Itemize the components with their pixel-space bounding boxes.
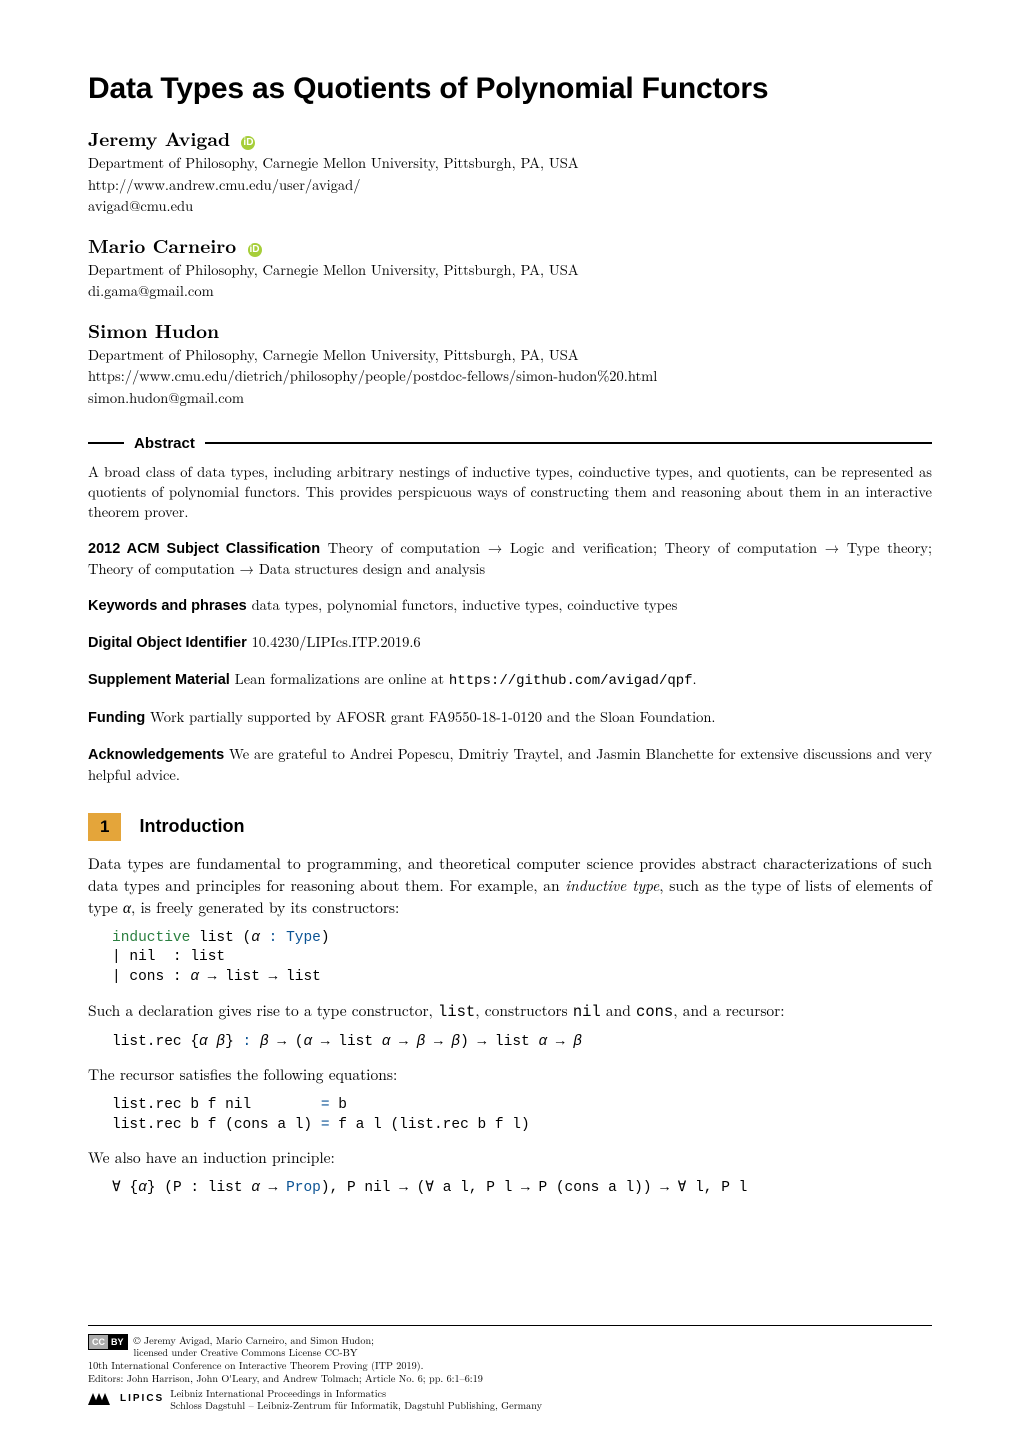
code-text: f a l (list.rec b f l) [330,1117,530,1133]
code-block: list.rec b f nil = b list.rec b f (cons … [112,1096,932,1135]
cc-badge-icon: CCBY [88,1334,128,1350]
abstract-label: Abstract [134,435,195,452]
code-block: list.rec {α β} : β → (α → list α → β → β… [112,1033,932,1053]
inline-code: nil [573,1003,601,1021]
code-text: → list → list [199,969,321,985]
footer-editors: Editors: John Harrison, John O'Leary, an… [88,1372,932,1385]
footer-conference: 10th International Conference on Interac… [88,1359,932,1372]
code-text: ), P nil → (∀ a l, P l → P (cons a l)) →… [321,1180,747,1196]
abstract-body: A broad class of data types, including a… [88,462,932,522]
code-text: → [260,1180,286,1196]
lipics-logo-icon [88,1393,110,1405]
meta-label: 2012 ACM Subject Classification [88,541,320,557]
license-row: CCBY © Jeremy Avigad, Mario Carneiro, an… [88,1334,932,1360]
code-text: list.rec b f nil [112,1097,321,1113]
paper-title: Data Types as Quotients of Polynomial Fu… [88,72,932,106]
author-affiliation: Department of Philosophy, Carnegie Mello… [88,154,932,174]
code-ident: α [251,1180,260,1196]
meta-label: Supplement Material [88,672,230,688]
code-text: } (P : list [147,1180,251,1196]
code-ident: α [190,969,199,985]
supplement-url[interactable]: https://github.com/avigad/qpf [449,673,693,689]
paragraph: Data types are fundamental to programmin… [88,853,932,919]
meta-body: Work partially supported by AFOSR grant … [150,707,715,727]
code-text: b [330,1097,347,1113]
code-sym: = [321,1097,330,1113]
code-text: | cons : [112,969,190,985]
section-title: Introduction [139,816,244,837]
code-sym: = [321,1117,330,1133]
meta-label: Funding [88,710,145,726]
rule [205,442,932,443]
acknowledgements: Acknowledgements We are grateful to Andr… [88,744,932,785]
meta-body-post: . [693,669,697,689]
paragraph: The recursor satisfies the following equ… [88,1064,932,1086]
code-ident: α [138,1180,147,1196]
inline-code: list [438,1003,475,1021]
author-name: Mario Carneiro [88,231,236,259]
lipics-label: LIPICS [120,1393,164,1406]
meta-label: Digital Object Identifier [88,635,247,651]
code-sym: : [260,930,286,946]
code-text: list.rec b f (cons a l) [112,1117,321,1133]
code-text: list ( [190,930,251,946]
section-number: 1 [88,813,121,841]
author-email[interactable]: simon.hudon@gmail.com [88,389,932,409]
code-block: ∀ {α} (P : list α → Prop), P nil → (∀ a … [112,1179,932,1199]
author-block: Simon Hudon Department of Philosophy, Ca… [88,316,932,409]
inline-code: cons [636,1003,673,1021]
text: , constructors [475,1000,573,1021]
code-text: ) [321,930,330,946]
keywords: Keywords and phrases data types, polynom… [88,595,932,616]
doi: Digital Object Identifier 10.4230/LIPIcs… [88,632,932,653]
meta-body[interactable]: 10.4230/LIPIcs.ITP.2019.6 [252,632,421,652]
author-url[interactable]: http://www.andrew.cmu.edu/user/avigad/ [88,176,932,196]
lipics-line2[interactable]: Schloss Dagstuhl – Leibniz-Zentrum für I… [170,1398,542,1412]
meta-body-pre: Lean formalizations are online at [235,669,449,689]
supplement-material: Supplement Material Lean formalizations … [88,669,932,691]
funding: Funding Work partially supported by AFOS… [88,707,932,728]
page: Data Types as Quotients of Polynomial Fu… [0,0,1020,1442]
text: , and a recursor: [673,1000,784,1021]
keyword: inductive [112,930,190,946]
lipics-row: LIPICS Leibniz International Proceedings… [88,1387,932,1413]
text: and [601,1000,636,1021]
rule [88,442,124,443]
paragraph: Such a declaration gives rise to a type … [88,1000,932,1023]
author-block: Mario Carneiro iD Department of Philosop… [88,231,932,302]
code-block: inductive list (α : Type) | nil : list |… [112,929,932,988]
meta-label: Acknowledgements [88,747,224,763]
author-affiliation: Department of Philosophy, Carnegie Mello… [88,346,932,366]
code-ident: α [251,930,260,946]
author-name: Simon Hudon [88,316,219,344]
abstract-header: Abstract [88,435,932,452]
paragraph: We also have an induction principle: [88,1147,932,1169]
author-name: Jeremy Avigad [88,124,230,152]
code-type: Type [286,930,321,946]
meta-body: data types, polynomial functors, inducti… [252,595,678,615]
emph: inductive type [565,875,659,896]
code-text: ∀ { [112,1180,138,1196]
orcid-icon: iD [241,136,255,150]
rule [88,1325,932,1326]
author-affiliation: Department of Philosophy, Carnegie Mello… [88,261,932,281]
text: Such a declaration gives rise to a type … [88,1000,438,1021]
author-block: Jeremy Avigad iD Department of Philosoph… [88,124,932,217]
author-email[interactable]: avigad@cmu.edu [88,197,932,217]
meta-label: Keywords and phrases [88,598,247,614]
orcid-icon: iD [248,243,262,257]
page-footer: CCBY © Jeremy Avigad, Mario Carneiro, an… [88,1325,932,1413]
code-type: Prop [286,1180,321,1196]
author-email[interactable]: di.gama@gmail.com [88,282,932,302]
acm-classification: 2012 ACM Subject Classification Theory o… [88,538,932,579]
author-url[interactable]: https://www.cmu.edu/dietrich/philosophy/… [88,367,932,387]
code-text: | nil : list [112,949,225,965]
section-header: 1 Introduction [88,813,932,841]
